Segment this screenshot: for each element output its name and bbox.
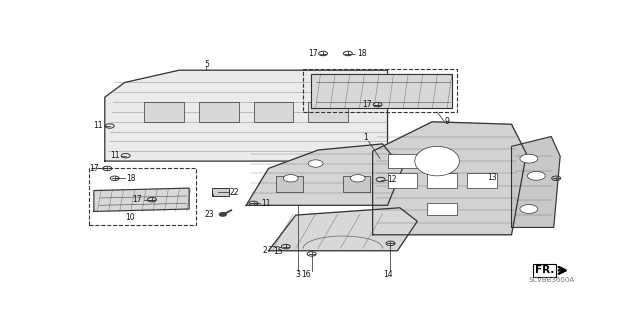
Text: 18: 18 <box>127 174 136 183</box>
Text: 17: 17 <box>362 100 372 109</box>
Text: 17: 17 <box>308 49 318 58</box>
Polygon shape <box>310 74 452 108</box>
Circle shape <box>520 154 538 163</box>
FancyBboxPatch shape <box>212 188 229 197</box>
Text: 14: 14 <box>383 270 392 279</box>
Circle shape <box>308 160 323 167</box>
Bar <box>308 102 348 122</box>
Bar <box>145 102 184 122</box>
Polygon shape <box>105 70 388 161</box>
Bar <box>343 176 370 192</box>
Polygon shape <box>372 122 527 235</box>
Text: SCVBB3600A: SCVBB3600A <box>529 277 575 283</box>
Bar <box>388 154 417 168</box>
Circle shape <box>527 171 545 180</box>
Polygon shape <box>269 208 417 251</box>
Text: 3: 3 <box>296 270 301 279</box>
Bar <box>388 174 417 188</box>
Polygon shape <box>94 188 189 211</box>
Bar <box>467 174 497 188</box>
Circle shape <box>520 204 538 213</box>
Circle shape <box>284 174 298 182</box>
Text: 2: 2 <box>263 246 268 255</box>
Bar <box>428 174 457 188</box>
Polygon shape <box>511 137 560 227</box>
Text: 1: 1 <box>363 133 367 142</box>
Text: 22: 22 <box>230 188 239 197</box>
Text: 15: 15 <box>273 247 284 256</box>
Bar <box>428 203 457 215</box>
Text: 11: 11 <box>110 151 120 160</box>
Text: 23: 23 <box>204 210 214 219</box>
Text: 11: 11 <box>93 122 103 130</box>
Ellipse shape <box>415 146 460 176</box>
Bar <box>89 168 196 225</box>
Text: 16: 16 <box>301 270 310 279</box>
Text: 13: 13 <box>487 173 497 182</box>
Text: 18: 18 <box>356 49 366 58</box>
Polygon shape <box>246 144 403 205</box>
Bar <box>276 176 303 192</box>
Bar <box>253 102 293 122</box>
Text: 10: 10 <box>125 213 134 222</box>
Bar <box>303 69 457 112</box>
Text: 5: 5 <box>204 60 209 69</box>
Text: FR.: FR. <box>535 265 554 275</box>
Text: 17: 17 <box>132 195 142 204</box>
Circle shape <box>350 174 365 182</box>
Text: 17: 17 <box>89 164 99 173</box>
Bar <box>199 102 239 122</box>
Circle shape <box>220 213 227 216</box>
Text: 11: 11 <box>261 199 271 208</box>
Text: 9: 9 <box>445 117 449 126</box>
Text: 12: 12 <box>388 175 397 184</box>
